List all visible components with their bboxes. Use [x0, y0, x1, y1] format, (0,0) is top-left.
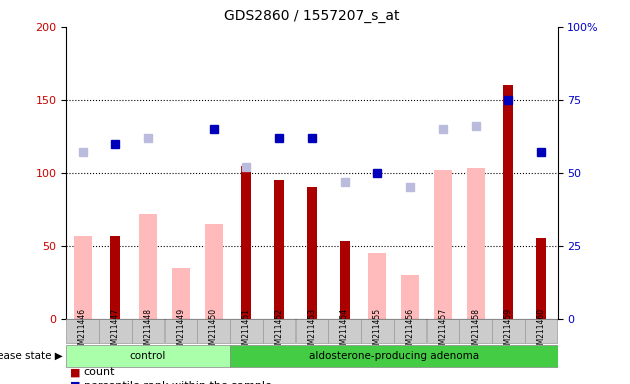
Bar [401, 275, 419, 319]
Bar [340, 242, 350, 319]
FancyBboxPatch shape [99, 319, 132, 343]
Text: GSM211455: GSM211455 [373, 308, 382, 354]
FancyBboxPatch shape [132, 319, 164, 343]
FancyBboxPatch shape [230, 345, 558, 367]
Text: GSM211457: GSM211457 [438, 308, 447, 354]
FancyBboxPatch shape [492, 319, 525, 343]
Bar [536, 238, 546, 319]
Bar [369, 253, 386, 319]
Bar [503, 85, 513, 319]
FancyBboxPatch shape [394, 319, 427, 343]
Bar [307, 187, 317, 319]
Text: GSM211460: GSM211460 [537, 308, 546, 354]
Text: GSM211454: GSM211454 [340, 308, 349, 354]
FancyBboxPatch shape [66, 345, 230, 367]
Text: ■: ■ [71, 367, 81, 377]
FancyBboxPatch shape [459, 319, 492, 343]
Bar [434, 170, 452, 319]
FancyBboxPatch shape [230, 319, 263, 343]
FancyBboxPatch shape [66, 319, 99, 343]
Text: count: count [84, 367, 115, 377]
Bar [139, 214, 157, 319]
FancyBboxPatch shape [295, 319, 328, 343]
FancyBboxPatch shape [328, 319, 361, 343]
Text: ■: ■ [71, 381, 81, 384]
Text: GSM211449: GSM211449 [176, 308, 185, 354]
Bar [274, 180, 284, 319]
Title: GDS2860 / 1557207_s_at: GDS2860 / 1557207_s_at [224, 9, 399, 23]
Text: GSM211453: GSM211453 [307, 308, 316, 354]
Text: aldosterone-producing adenoma: aldosterone-producing adenoma [309, 351, 479, 361]
Bar [172, 268, 190, 319]
Text: percentile rank within the sample: percentile rank within the sample [84, 381, 272, 384]
Text: disease state ▶: disease state ▶ [0, 351, 63, 361]
Bar [467, 169, 484, 319]
FancyBboxPatch shape [197, 319, 230, 343]
Text: GSM211452: GSM211452 [275, 308, 284, 354]
Text: GSM211447: GSM211447 [111, 308, 120, 354]
Text: control: control [130, 351, 166, 361]
Text: GSM211450: GSM211450 [209, 308, 218, 354]
FancyBboxPatch shape [427, 319, 459, 343]
Bar [74, 235, 91, 319]
FancyBboxPatch shape [263, 319, 295, 343]
FancyBboxPatch shape [525, 319, 558, 343]
Bar [241, 166, 251, 319]
Text: GSM211459: GSM211459 [504, 308, 513, 354]
FancyBboxPatch shape [361, 319, 394, 343]
Text: GSM211446: GSM211446 [78, 308, 87, 354]
Text: GSM211458: GSM211458 [471, 308, 480, 354]
Bar [205, 224, 222, 319]
Text: GSM211451: GSM211451 [242, 308, 251, 354]
Text: GSM211448: GSM211448 [144, 308, 152, 354]
Text: GSM211456: GSM211456 [406, 308, 415, 354]
FancyBboxPatch shape [164, 319, 197, 343]
Bar [110, 235, 120, 319]
